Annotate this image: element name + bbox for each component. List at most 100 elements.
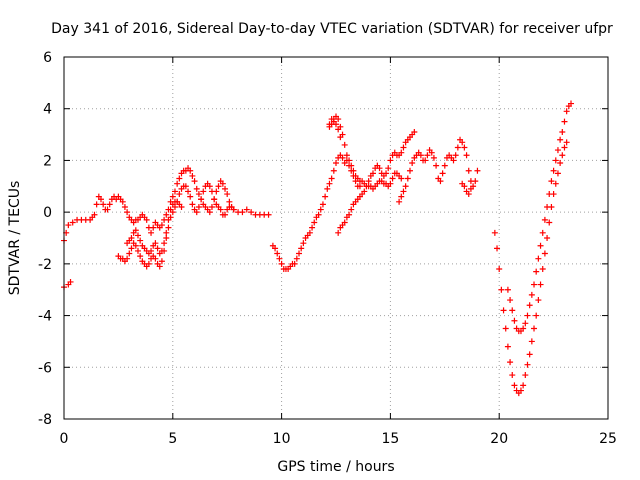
chart-title: Day 341 of 2016, Sidereal Day-to-day VTE…: [51, 21, 613, 37]
data-point: [524, 361, 531, 368]
data-point: [134, 247, 141, 254]
data-point: [361, 188, 368, 195]
data-point: [400, 144, 407, 151]
data-point: [193, 209, 200, 216]
x-axis-label: GPS time / hours: [277, 459, 394, 475]
data-point: [526, 351, 533, 358]
data-point: [450, 157, 457, 164]
data-point: [363, 183, 370, 190]
data-point: [552, 180, 559, 187]
data-point: [522, 320, 529, 327]
data-point: [208, 188, 215, 195]
data-point: [385, 165, 392, 172]
data-point: [193, 185, 200, 192]
data-point: [163, 211, 170, 218]
data-point: [548, 178, 555, 185]
data-point: [333, 121, 339, 128]
data-point: [343, 152, 350, 159]
data-point: [65, 222, 72, 229]
data-point: [152, 240, 159, 247]
data-point: [124, 255, 131, 262]
data-point: [161, 240, 168, 247]
data-point: [124, 209, 131, 216]
data-point: [387, 157, 394, 164]
series-prn-a: [61, 278, 74, 291]
data-point: [352, 178, 359, 185]
x-tick-label: 20: [490, 431, 508, 447]
y-tick-label: 6: [43, 50, 52, 66]
data-point: [200, 188, 207, 195]
data-point: [150, 224, 157, 231]
data-point: [296, 250, 303, 257]
data-point: [454, 144, 461, 151]
data-point: [465, 191, 472, 198]
data-point: [346, 162, 353, 169]
data-point: [369, 170, 376, 177]
data-point: [546, 219, 553, 226]
data-point: [561, 118, 568, 125]
data-point: [554, 170, 561, 177]
data-point: [165, 216, 172, 223]
data-point: [563, 108, 570, 115]
data-point: [402, 183, 409, 190]
data-point: [348, 167, 355, 174]
data-point: [187, 193, 194, 200]
data-point: [206, 209, 213, 216]
marks-layer: [61, 100, 575, 397]
data-point: [496, 266, 503, 273]
data-point: [461, 144, 468, 151]
data-point: [178, 203, 185, 210]
x-tick-label: 5: [168, 431, 177, 447]
data-point: [502, 325, 509, 332]
data-point: [328, 175, 335, 182]
y-tick-label: -2: [38, 257, 52, 273]
data-point: [137, 237, 144, 244]
data-point: [346, 211, 353, 218]
data-point: [557, 160, 564, 167]
data-point: [206, 183, 213, 190]
data-point: [189, 201, 196, 208]
data-point: [195, 191, 202, 198]
x-tick-label: 10: [273, 431, 291, 447]
tick-layer: 0 5 10 15 20 25 -8 -6 -4 -2 0 2 4 6: [38, 50, 617, 447]
data-point: [121, 203, 128, 210]
x-tick-label: 15: [381, 431, 399, 447]
data-point: [428, 149, 435, 156]
series-prn-f2: [326, 118, 344, 141]
data-point: [265, 211, 272, 218]
data-point: [217, 206, 224, 213]
data-point: [91, 211, 98, 218]
data-point: [330, 167, 337, 174]
data-point: [557, 136, 564, 143]
data-point: [182, 183, 189, 190]
series-prn-k: [504, 100, 575, 335]
data-point: [541, 216, 548, 223]
data-point: [171, 188, 178, 195]
data-point: [528, 291, 535, 298]
data-point: [333, 160, 339, 167]
data-point: [409, 160, 416, 167]
data-point: [544, 235, 551, 241]
y-tick-label: -6: [38, 360, 52, 376]
data-point: [441, 162, 448, 169]
data-point: [158, 258, 165, 265]
data-point: [389, 175, 396, 182]
data-point: [300, 240, 307, 247]
data-point: [526, 302, 533, 309]
data-point: [324, 185, 331, 192]
data-point: [148, 229, 155, 236]
x-tick-label: 0: [60, 431, 69, 447]
data-point: [100, 201, 107, 208]
y-tick-label: 4: [43, 102, 52, 118]
data-point: [191, 178, 198, 185]
data-point: [459, 139, 466, 146]
data-point: [185, 188, 192, 195]
data-point: [239, 209, 246, 216]
data-point: [165, 224, 172, 231]
series-prn-j: [491, 139, 570, 397]
data-point: [134, 232, 141, 239]
data-point: [93, 201, 100, 208]
data-point: [537, 242, 544, 249]
data-point: [559, 152, 566, 159]
data-point: [341, 141, 348, 148]
